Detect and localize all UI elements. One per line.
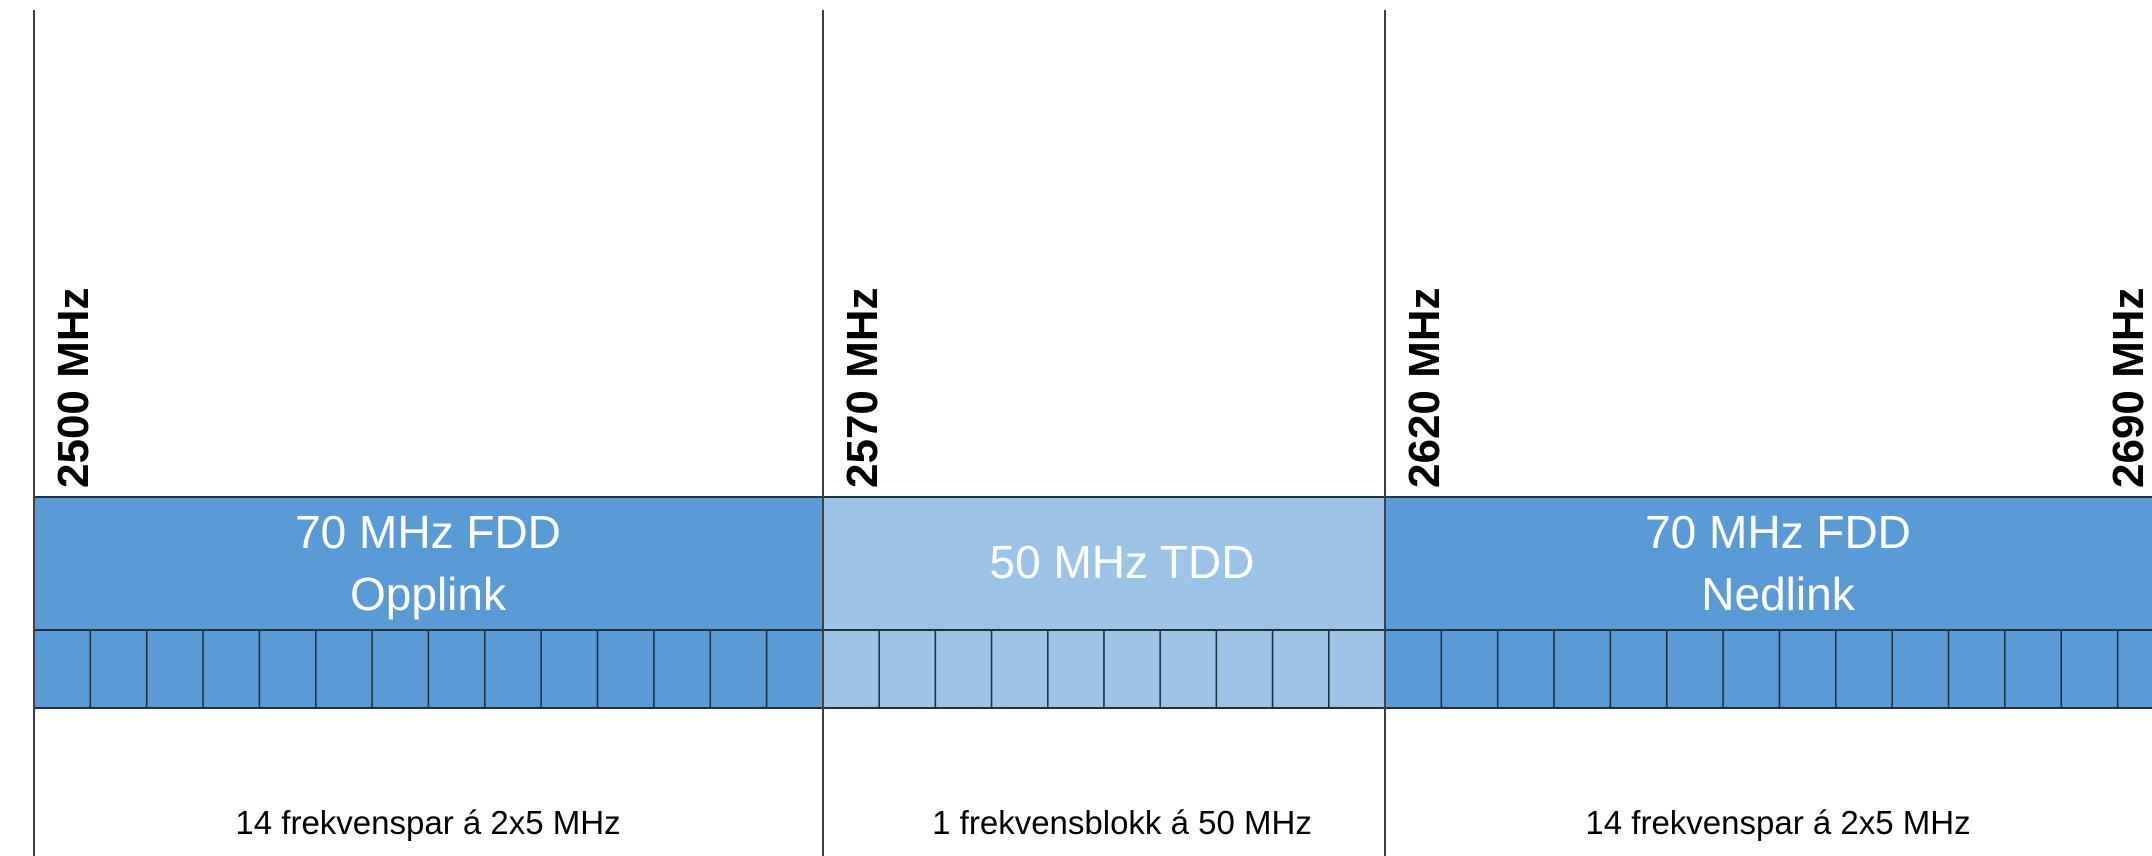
frequency-block	[1215, 629, 1274, 709]
caption-downlink: 14 frekvenspar á 2x5 MHz	[1585, 804, 1970, 841]
frequency-block	[484, 629, 542, 709]
frequency-block	[1047, 629, 1105, 709]
frequency-block	[315, 629, 373, 709]
band-label-uplink-line1: 70 MHz FDD	[295, 506, 561, 558]
frequency-block	[2060, 629, 2119, 709]
freq-label-2500: 2500 MHz	[49, 287, 98, 488]
frequency-block	[371, 629, 430, 709]
band-label-downlink-line2: Nedlink	[1701, 568, 1855, 620]
band-label-uplink-line2: Opplink	[350, 568, 507, 620]
freq-label-2620: 2620 MHz	[1400, 287, 1449, 488]
frequency-block	[89, 629, 148, 709]
frequency-block	[934, 629, 993, 709]
frequency-block	[709, 629, 768, 709]
freq-label-2570: 2570 MHz	[838, 287, 887, 488]
frequency-block	[878, 629, 937, 709]
frequency-block	[1271, 629, 1330, 709]
frequency-block	[2004, 629, 2063, 709]
frequency-block	[1609, 629, 1668, 709]
frequency-block	[1666, 629, 1724, 709]
frequency-block	[2116, 629, 2152, 709]
frequency-block	[202, 629, 261, 709]
frequency-block	[765, 629, 824, 709]
frequency-block	[653, 629, 712, 709]
caption-uplink: 14 frekvenspar á 2x5 MHz	[235, 804, 620, 841]
frequency-block	[1835, 629, 1893, 709]
frequency-block	[990, 629, 1049, 709]
frequency-block	[540, 629, 599, 709]
frequency-block	[1947, 629, 2006, 709]
frequency-block	[1553, 629, 1612, 709]
frequency-block	[1440, 629, 1499, 709]
frequency-block	[258, 629, 317, 709]
caption-tdd: 1 frekvensblokk á 50 MHz	[932, 804, 1312, 841]
frequency-block	[1496, 629, 1555, 709]
frequency-block	[1722, 629, 1781, 709]
frequency-block	[1891, 629, 1950, 709]
frequency-block	[822, 629, 880, 709]
frequency-block	[1159, 629, 1218, 709]
freq-label-2690: 2690 MHz	[2104, 287, 2152, 488]
frequency-block	[1384, 629, 1443, 709]
frequency-block	[1778, 629, 1837, 709]
frequency-block	[596, 629, 655, 709]
band-label-downlink-line1: 70 MHz FDD	[1645, 506, 1911, 558]
frequency-block	[33, 629, 92, 709]
frequency-block	[145, 629, 204, 709]
frequency-block	[1103, 629, 1161, 709]
frequency-block	[427, 629, 486, 709]
block-grid	[33, 629, 2152, 709]
band-label-tdd: 50 MHz TDD	[990, 536, 1255, 588]
frequency-block	[1328, 629, 1386, 709]
